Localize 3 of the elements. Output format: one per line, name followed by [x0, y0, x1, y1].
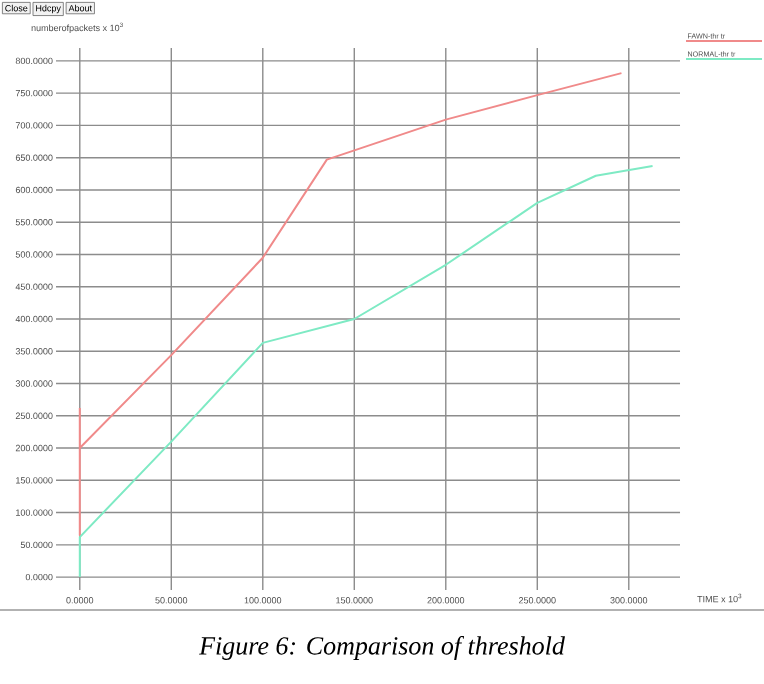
line-series [78, 165, 654, 579]
caption: Figure 6: Comparison of threshold [199, 636, 565, 660]
line-series [78, 72, 623, 537]
